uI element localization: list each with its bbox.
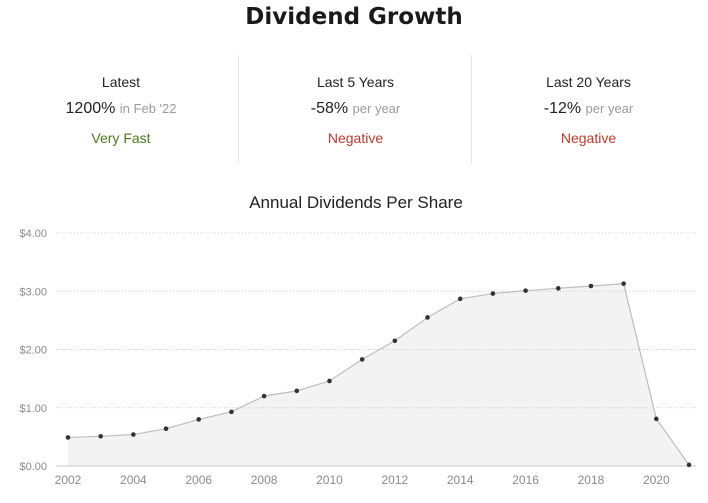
stat-value: -58% (310, 100, 349, 117)
stat-value-line: 1200% in Feb '22 (4, 100, 238, 118)
y-tick-label: $1.00 (19, 403, 47, 415)
data-point (131, 432, 136, 437)
stat-suffix: in Feb '22 (119, 101, 177, 116)
data-point (327, 378, 332, 384)
stat-suffix: per year (352, 101, 401, 116)
data-point (621, 281, 626, 286)
data-point (229, 409, 234, 415)
data-point (196, 417, 202, 422)
data-point (523, 288, 528, 293)
x-tick-label: 2016 (512, 473, 539, 487)
data-point (457, 296, 463, 302)
data-point (425, 315, 430, 320)
data-point (163, 426, 169, 432)
x-tick-label: 2014 (447, 473, 474, 487)
x-tick-label: 2002 (55, 473, 82, 487)
data-point (294, 388, 300, 394)
stat-latest: Latest 1200% in Feb '22 Very Fast (4, 55, 238, 163)
x-tick-label: 2008 (251, 473, 278, 487)
stat-value-line: -58% per year (239, 100, 472, 118)
y-tick-label: $0.00 (19, 461, 47, 473)
data-point (555, 286, 561, 291)
stats-panel: Latest 1200% in Feb '22 Very Fast Last 5… (4, 55, 704, 163)
data-point (588, 283, 594, 289)
x-tick-label: 2012 (381, 473, 408, 487)
area-fill (68, 283, 689, 466)
stat-last-20-years: Last 20 Years -12% per year Negative (471, 55, 705, 163)
data-point (359, 357, 365, 362)
x-tick-label: 2006 (185, 473, 212, 487)
stat-rating: Very Fast (91, 130, 151, 146)
stat-last-5-years: Last 5 Years -58% per year Negative (238, 55, 472, 163)
y-tick-label: $4.00 (19, 228, 47, 240)
series-line (67, 283, 690, 466)
x-tick-label: 2004 (120, 473, 147, 487)
stat-suffix: per year (585, 101, 634, 116)
stat-rating: Negative (560, 130, 617, 146)
stat-label: Last 5 Years (316, 74, 395, 90)
data-point (490, 291, 496, 296)
stat-value-line: -12% per year (472, 100, 705, 118)
stat-rating: Negative (327, 130, 384, 146)
data-point (392, 338, 398, 344)
stat-value: 1200% (65, 100, 116, 117)
stat-label: Last 20 Years (546, 74, 631, 90)
x-tick-label: 2018 (578, 473, 605, 487)
data-point (686, 462, 692, 468)
data-point (261, 393, 267, 399)
page-title: Dividend Growth (245, 4, 463, 30)
chart-title: Annual Dividends Per Share (249, 193, 463, 212)
data-point (98, 433, 103, 439)
stat-label: Latest (101, 74, 141, 90)
y-tick-label: $3.00 (19, 286, 47, 298)
y-tick-label: $2.00 (19, 345, 47, 357)
stat-value: -12% (543, 100, 582, 117)
data-point (65, 435, 71, 440)
x-tick-label: 2020 (643, 473, 670, 487)
data-point (654, 416, 659, 422)
x-tick-label: 2010 (316, 473, 343, 487)
